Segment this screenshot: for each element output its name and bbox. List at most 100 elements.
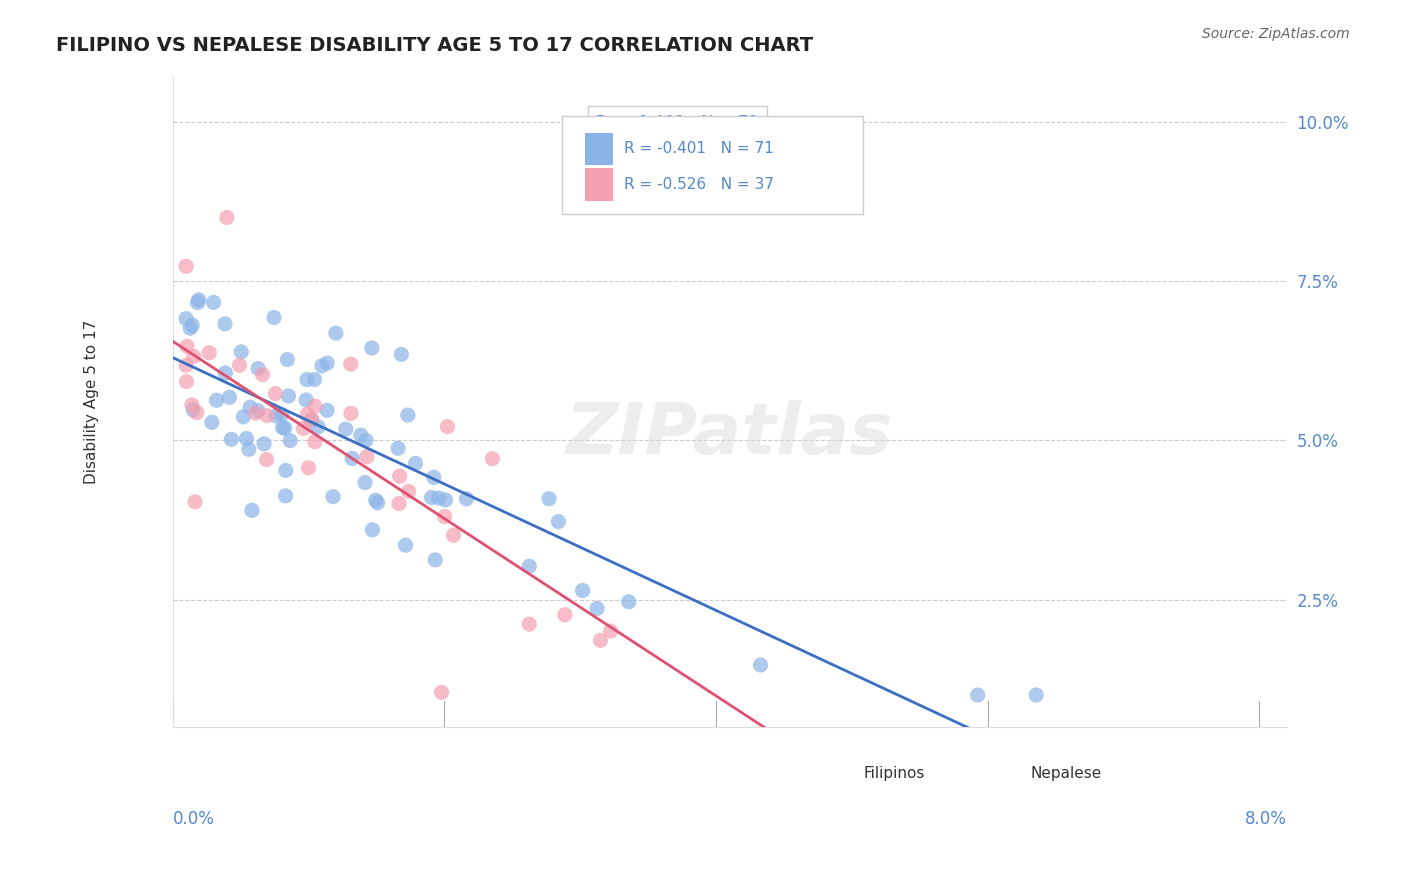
Filipinos	[232, 409, 254, 424]
Nepalese	[443, 528, 465, 542]
Filipinos	[389, 347, 412, 361]
Nepalese	[356, 450, 378, 464]
Filipinos	[238, 442, 260, 457]
Bar	[1014, 747, 1033, 772]
Filipinos	[247, 404, 270, 418]
Filipinos	[354, 475, 377, 490]
Filipinos	[295, 392, 318, 407]
Filipinos	[396, 408, 419, 422]
Text: Source: ZipAtlas.com: Source: ZipAtlas.com	[1202, 27, 1350, 41]
Nepalese	[198, 345, 221, 359]
Text: R = -0.401   N = 71: R = -0.401 N = 71	[596, 114, 759, 132]
Filipinos	[335, 422, 357, 436]
Nepalese	[228, 358, 250, 372]
Nepalese	[388, 497, 411, 511]
Filipinos	[966, 688, 988, 702]
Nepalese	[304, 434, 326, 449]
Filipinos	[420, 491, 443, 505]
Filipinos	[322, 490, 344, 504]
Filipinos	[422, 470, 444, 484]
Nepalese	[256, 452, 278, 467]
Filipinos	[187, 293, 209, 307]
Filipinos	[342, 451, 364, 466]
Filipinos	[427, 491, 450, 505]
Filipinos	[187, 295, 209, 310]
Filipinos	[325, 326, 347, 340]
Text: ZIPatlas: ZIPatlas	[565, 401, 893, 469]
Filipinos	[517, 559, 540, 574]
Bar	[585, 133, 613, 165]
Filipinos	[276, 352, 298, 367]
Nepalese	[174, 359, 197, 373]
Nepalese	[517, 617, 540, 632]
Nepalese	[292, 421, 315, 435]
Bar	[841, 747, 860, 772]
Filipinos	[273, 421, 295, 435]
Nepalese	[180, 398, 202, 412]
Text: R = -0.526   N = 37: R = -0.526 N = 37	[624, 178, 773, 192]
Filipinos	[271, 420, 294, 434]
Nepalese	[297, 460, 319, 475]
Nepalese	[599, 624, 621, 638]
Filipinos	[295, 373, 318, 387]
Text: FILIPINO VS NEPALESE DISABILITY AGE 5 TO 17 CORRELATION CHART: FILIPINO VS NEPALESE DISABILITY AGE 5 TO…	[56, 36, 813, 54]
Nepalese	[295, 408, 318, 422]
Filipinos	[749, 658, 772, 673]
Filipinos	[181, 402, 204, 417]
Filipinos	[219, 432, 242, 446]
Text: 8.0%: 8.0%	[1244, 810, 1286, 828]
Nepalese	[589, 633, 612, 648]
Filipinos	[304, 372, 326, 386]
Filipinos	[617, 595, 640, 609]
Text: 0.0%: 0.0%	[173, 810, 214, 828]
Filipinos	[214, 317, 236, 331]
Nepalese	[186, 406, 208, 420]
Filipinos	[270, 408, 292, 422]
Nepalese	[252, 368, 274, 382]
Text: Filipinos: Filipinos	[863, 766, 925, 780]
Filipinos	[214, 366, 236, 380]
Nepalese	[264, 386, 287, 401]
Filipinos	[425, 553, 447, 567]
Filipinos	[231, 344, 253, 359]
Filipinos	[586, 601, 609, 615]
Filipinos	[456, 491, 478, 506]
Nepalese	[215, 211, 238, 225]
Nepalese	[304, 399, 326, 413]
Filipinos	[350, 428, 373, 442]
FancyBboxPatch shape	[562, 116, 863, 214]
Filipinos	[394, 538, 416, 552]
Filipinos	[537, 491, 560, 506]
Filipinos	[278, 434, 301, 448]
Filipinos	[316, 356, 339, 370]
Filipinos	[277, 389, 299, 403]
Filipinos	[264, 409, 287, 423]
Filipinos	[361, 523, 384, 537]
Filipinos	[364, 493, 387, 508]
Nepalese	[245, 406, 267, 420]
Text: R = -0.401   N = 71: R = -0.401 N = 71	[624, 141, 773, 156]
Filipinos	[434, 493, 457, 508]
Filipinos	[235, 432, 257, 446]
Filipinos	[239, 400, 262, 414]
Filipinos	[405, 456, 427, 470]
Nepalese	[184, 495, 207, 509]
Filipinos	[263, 310, 285, 325]
Nepalese	[388, 469, 411, 483]
Filipinos	[299, 413, 322, 427]
Filipinos	[311, 359, 333, 373]
Filipinos	[1025, 688, 1047, 702]
Filipinos	[360, 341, 382, 355]
Filipinos	[387, 441, 409, 455]
Filipinos	[179, 321, 201, 335]
Filipinos	[547, 515, 569, 529]
Nepalese	[174, 260, 197, 274]
Bar	[585, 169, 613, 201]
Filipinos	[367, 496, 389, 510]
Filipinos	[247, 361, 270, 376]
Text: Disability Age 5 to 17: Disability Age 5 to 17	[83, 320, 98, 484]
Nepalese	[430, 685, 453, 699]
Filipinos	[274, 489, 297, 503]
Nepalese	[433, 509, 456, 524]
Nepalese	[340, 406, 363, 420]
